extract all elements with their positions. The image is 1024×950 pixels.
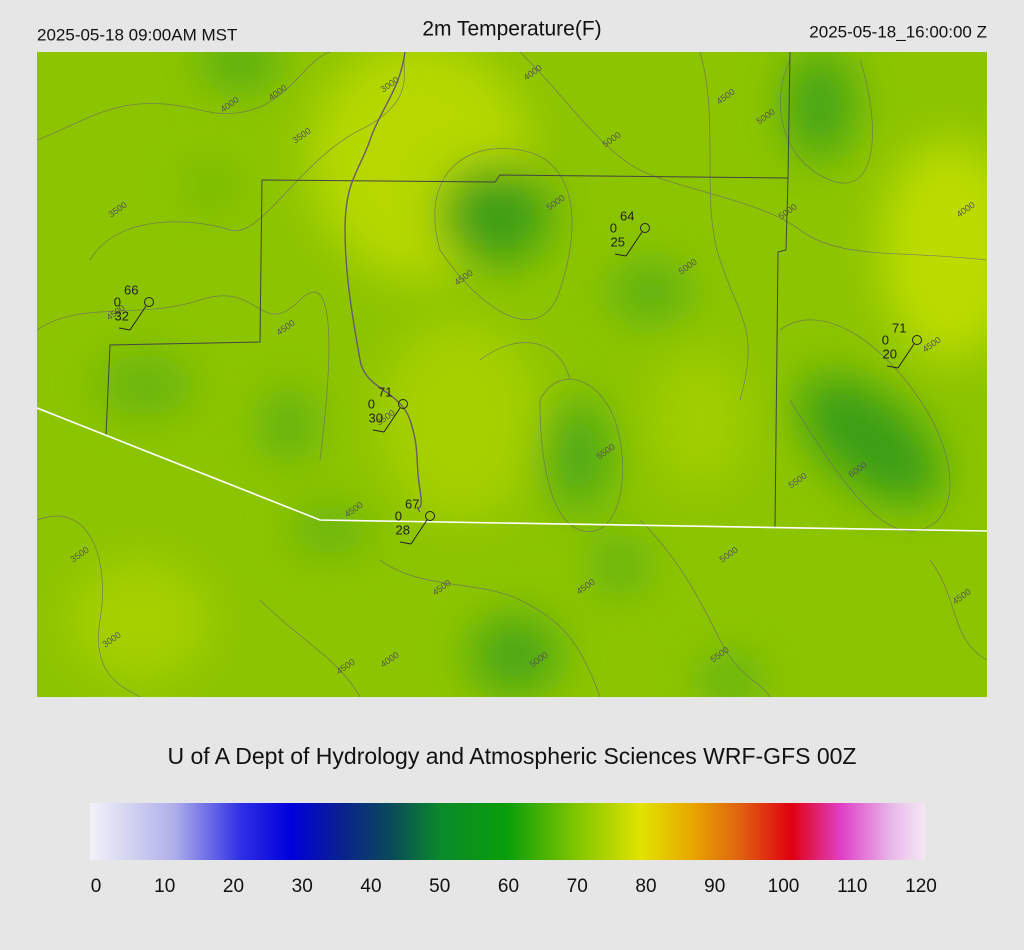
station-dewpoint: 28 xyxy=(396,522,410,537)
station-temperature: 66 xyxy=(124,282,138,297)
colorbar-tick-label: 110 xyxy=(837,876,867,897)
station-temperature: 67 xyxy=(405,496,419,511)
station-dewpoint: 20 xyxy=(883,346,897,361)
station-wind: 0 xyxy=(610,220,617,235)
wind-barb xyxy=(399,519,428,545)
station-circle xyxy=(425,511,435,521)
valid-time-utc: 2025-05-18_16:00:00 Z xyxy=(809,22,987,41)
wind-barb xyxy=(372,407,401,433)
station-wind: 0 xyxy=(114,294,121,309)
temperature-shading xyxy=(70,52,987,697)
colorbar-tick-label: 20 xyxy=(223,876,244,897)
station-temperature: 71 xyxy=(892,320,906,335)
colorbar-tick-label: 90 xyxy=(704,876,725,897)
colorbar-ticks: 0 10 20 30 40 50 60 70 80 90 100 110 120 xyxy=(91,876,937,897)
station-dewpoint: 32 xyxy=(115,308,129,323)
station-wind: 0 xyxy=(368,396,375,411)
station-dewpoint: 30 xyxy=(369,410,383,425)
map-title: 2m Temperature(F) xyxy=(422,18,601,41)
wind-barb xyxy=(118,305,147,331)
colorbar-tick-label: 120 xyxy=(905,876,937,897)
state-boundary xyxy=(37,407,987,532)
colorbar-tick-label: 50 xyxy=(429,876,450,897)
station-wind: 0 xyxy=(882,332,889,347)
colorbar-tick-label: 10 xyxy=(154,876,175,897)
station-circle xyxy=(640,223,650,233)
colorbar-tick-label: 0 xyxy=(91,876,102,897)
colorbar-tick-label: 60 xyxy=(498,876,519,897)
station-dewpoint: 25 xyxy=(611,234,625,249)
station-circle xyxy=(144,297,154,307)
station-temperature: 71 xyxy=(378,384,392,399)
station-wind: 0 xyxy=(395,508,402,523)
station-temperature: 64 xyxy=(620,208,634,223)
credit: U of A Dept of Hydrology and Atmospheric… xyxy=(167,743,856,769)
colorbar-tick-label: 30 xyxy=(292,876,313,897)
elevation-contours xyxy=(37,52,987,697)
station-circle xyxy=(398,399,408,409)
county-boundaries xyxy=(105,52,791,529)
colorbar-tick-label: 80 xyxy=(635,876,656,897)
river xyxy=(344,52,422,513)
colorbar-tick-label: 40 xyxy=(360,876,381,897)
wind-barb xyxy=(614,231,643,257)
station-circle xyxy=(912,335,922,345)
valid-time-local: 2025-05-18 09:00AM MST xyxy=(37,25,237,44)
colorbar-tick-label: 70 xyxy=(567,876,588,897)
wind-barb xyxy=(886,343,915,369)
colorbar xyxy=(90,803,925,860)
colorbar-tick-label: 100 xyxy=(768,876,800,897)
